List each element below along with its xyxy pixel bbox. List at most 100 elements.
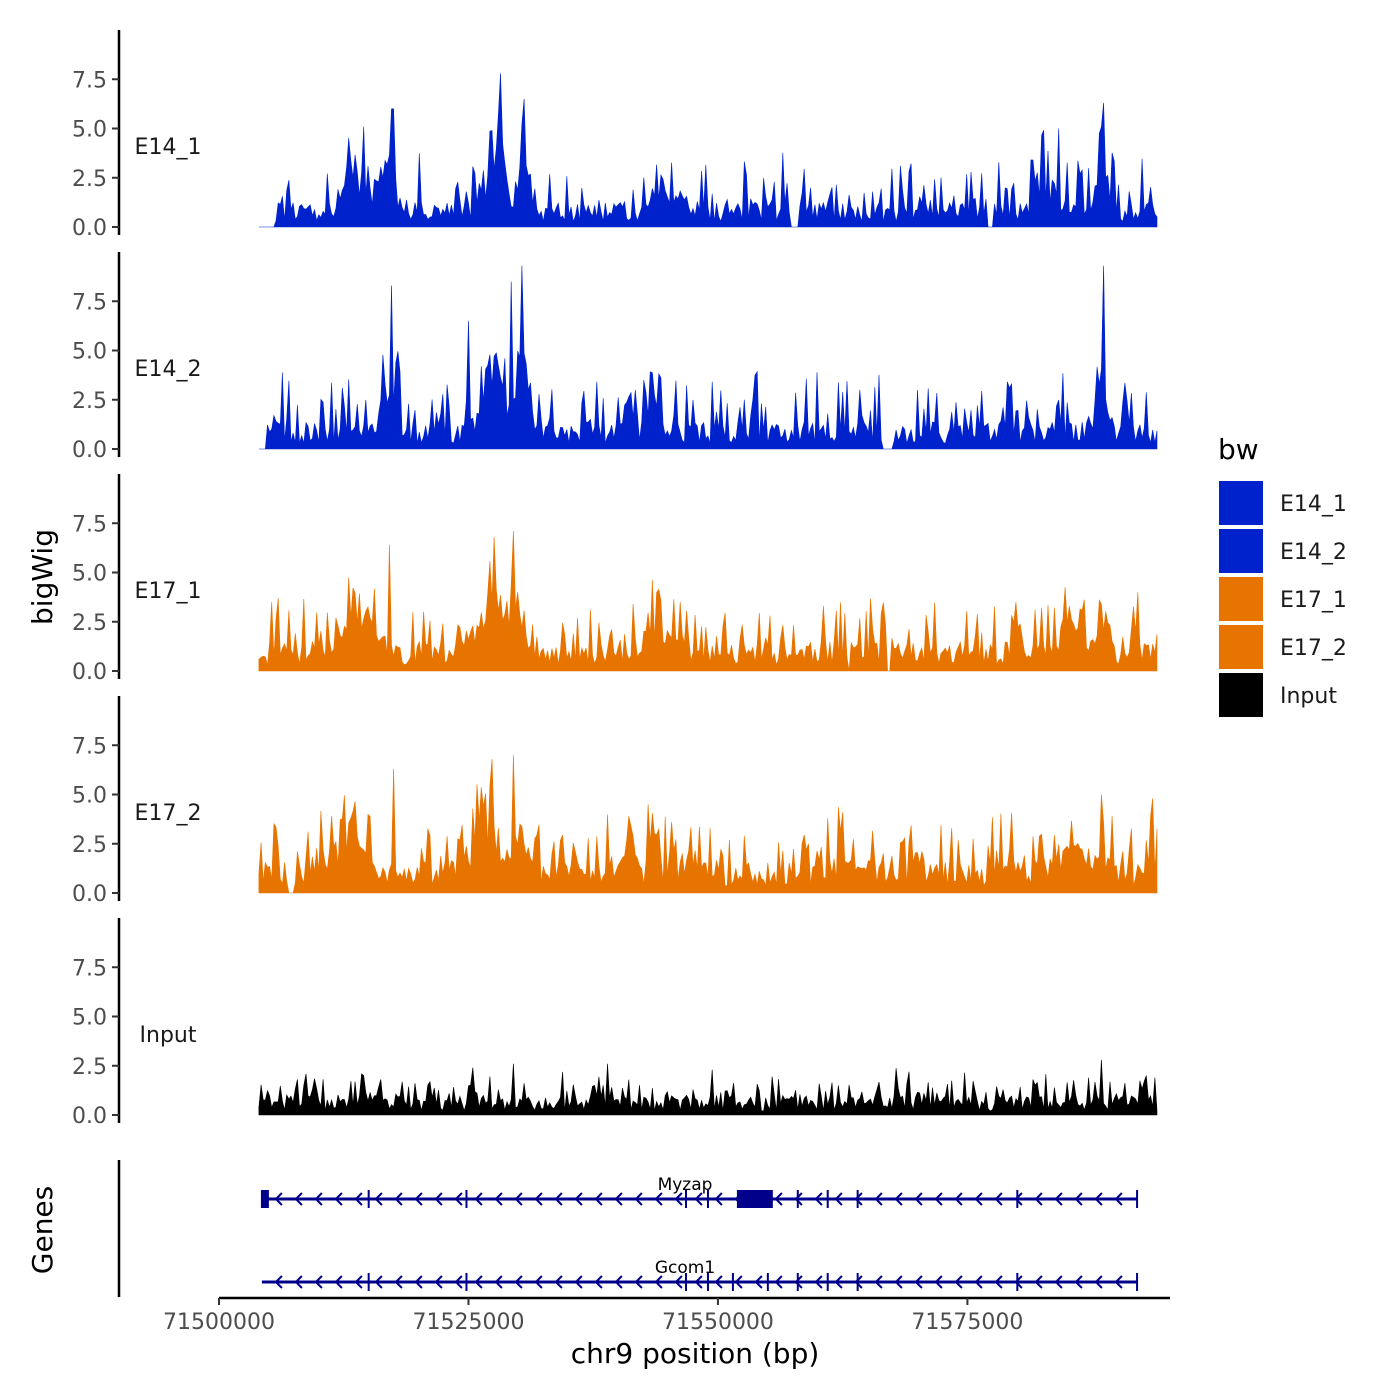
x-tick-label: 71575000	[911, 1310, 1023, 1335]
strand-arrow	[394, 1192, 403, 1206]
track-label: E17_2	[135, 801, 202, 826]
legend-swatch	[1217, 671, 1265, 719]
y-axis-title: bigWig	[26, 529, 59, 625]
strand-arrow	[414, 1275, 423, 1289]
track-e14_1: 0.0 2.5 5.0 7.5 E14_1	[72, 30, 1158, 241]
strand-arrow	[454, 1275, 463, 1289]
strand-arrow	[374, 1275, 383, 1289]
track-e14_2: 0.0 2.5 5.0 7.5 E14_2	[72, 252, 1158, 463]
track-label: E17_1	[135, 579, 202, 604]
legend-label: E17_2	[1280, 636, 1347, 661]
strand-arrow	[334, 1275, 343, 1289]
strand-arrow	[594, 1192, 603, 1206]
strand-arrow	[1114, 1192, 1123, 1206]
strand-arrow	[674, 1192, 683, 1206]
strand-arrow	[974, 1275, 983, 1289]
y-tick-label: 7.5	[72, 734, 107, 759]
strand-arrow	[614, 1275, 623, 1289]
strand-arrow	[914, 1192, 923, 1206]
strand-arrow	[594, 1275, 603, 1289]
y-tick-label: 5.0	[72, 784, 107, 809]
track-label: E14_1	[135, 135, 202, 160]
y-tick-label: 2.5	[72, 1055, 107, 1080]
strand-arrow	[634, 1192, 643, 1206]
y-tick-label: 2.5	[72, 389, 107, 414]
exon-block	[261, 1190, 269, 1208]
strand-arrow	[514, 1192, 523, 1206]
strand-arrow	[854, 1275, 863, 1289]
signal-area-input	[258, 1059, 1158, 1116]
strand-arrow	[1054, 1275, 1063, 1289]
strand-arrow	[654, 1275, 663, 1289]
strand-arrow	[934, 1192, 943, 1206]
y-tick-label: 5.0	[72, 340, 107, 365]
strand-arrow	[634, 1275, 643, 1289]
y-tick-label: 0.0	[72, 1104, 107, 1129]
y-tick-label: 0.0	[72, 438, 107, 463]
legend-title: bw	[1218, 433, 1259, 466]
strand-arrow	[714, 1192, 723, 1206]
strand-arrow	[494, 1275, 503, 1289]
x-tick-label: 71550000	[662, 1310, 774, 1335]
strand-arrow	[874, 1275, 883, 1289]
gene-gcom1: Gcom1	[261, 1258, 1139, 1291]
y-tick-label: 0.0	[72, 882, 107, 907]
legend-swatch	[1217, 527, 1265, 575]
strand-arrow	[354, 1275, 363, 1289]
strand-arrow	[554, 1192, 563, 1206]
strand-arrow	[334, 1192, 343, 1206]
y-tick-label: 5.0	[72, 1006, 107, 1031]
strand-arrow	[734, 1275, 743, 1289]
strand-arrow	[554, 1275, 563, 1289]
gene-annotation-track: Myzap Gcom1	[117, 1160, 1139, 1297]
strand-arrow	[994, 1275, 1003, 1289]
track-e17_1: 0.0 2.5 5.0 7.5 E17_1	[72, 474, 1158, 685]
gene-name-label: Gcom1	[655, 1258, 715, 1278]
strand-arrow	[894, 1192, 903, 1206]
strand-arrow	[834, 1275, 843, 1289]
strand-arrow	[514, 1275, 523, 1289]
legend-label: Input	[1280, 684, 1337, 709]
strand-arrow	[314, 1192, 323, 1206]
strand-arrow	[1034, 1192, 1043, 1206]
y-tick-label: 7.5	[72, 512, 107, 537]
y-tick-label: 7.5	[72, 68, 107, 93]
gene-name-label: Myzap	[658, 1175, 713, 1195]
track-e17_2: 0.0 2.5 5.0 7.5 E17_2	[72, 696, 1158, 907]
strand-arrow	[814, 1275, 823, 1289]
strand-arrow	[1074, 1275, 1083, 1289]
strand-arrow	[434, 1192, 443, 1206]
strand-arrow	[534, 1192, 543, 1206]
strand-arrow	[794, 1275, 803, 1289]
strand-arrow	[1014, 1192, 1023, 1206]
signal-area-e17_2	[258, 755, 1158, 894]
strand-arrow	[454, 1192, 463, 1206]
strand-arrow	[574, 1192, 583, 1206]
strand-arrow	[774, 1192, 783, 1206]
strand-arrow	[914, 1275, 923, 1289]
strand-arrow	[974, 1192, 983, 1206]
legend-label: E14_1	[1280, 492, 1347, 517]
strand-arrow	[674, 1275, 683, 1289]
strand-arrow	[1074, 1192, 1083, 1206]
strand-arrow	[314, 1275, 323, 1289]
genes-axis-title: Genes	[26, 1186, 59, 1274]
strand-arrow	[574, 1275, 583, 1289]
strand-arrow	[694, 1192, 703, 1206]
legend-swatch	[1217, 479, 1265, 527]
y-tick-label: 2.5	[72, 611, 107, 636]
signal-area-e14_2	[258, 265, 1158, 450]
x-tick-label: 71500000	[163, 1310, 275, 1335]
strand-arrow	[654, 1192, 663, 1206]
y-tick-label: 2.5	[72, 833, 107, 858]
strand-arrow	[874, 1192, 883, 1206]
strand-arrow	[1034, 1275, 1043, 1289]
signal-area-e17_1	[258, 531, 1158, 672]
gene-myzap: Myzap	[260, 1175, 1139, 1208]
legend-swatch	[1217, 575, 1265, 623]
strand-arrow	[934, 1275, 943, 1289]
strand-arrow	[754, 1275, 763, 1289]
strand-arrow	[954, 1275, 963, 1289]
signal-area-e14_1	[258, 73, 1158, 228]
strand-arrow	[954, 1192, 963, 1206]
